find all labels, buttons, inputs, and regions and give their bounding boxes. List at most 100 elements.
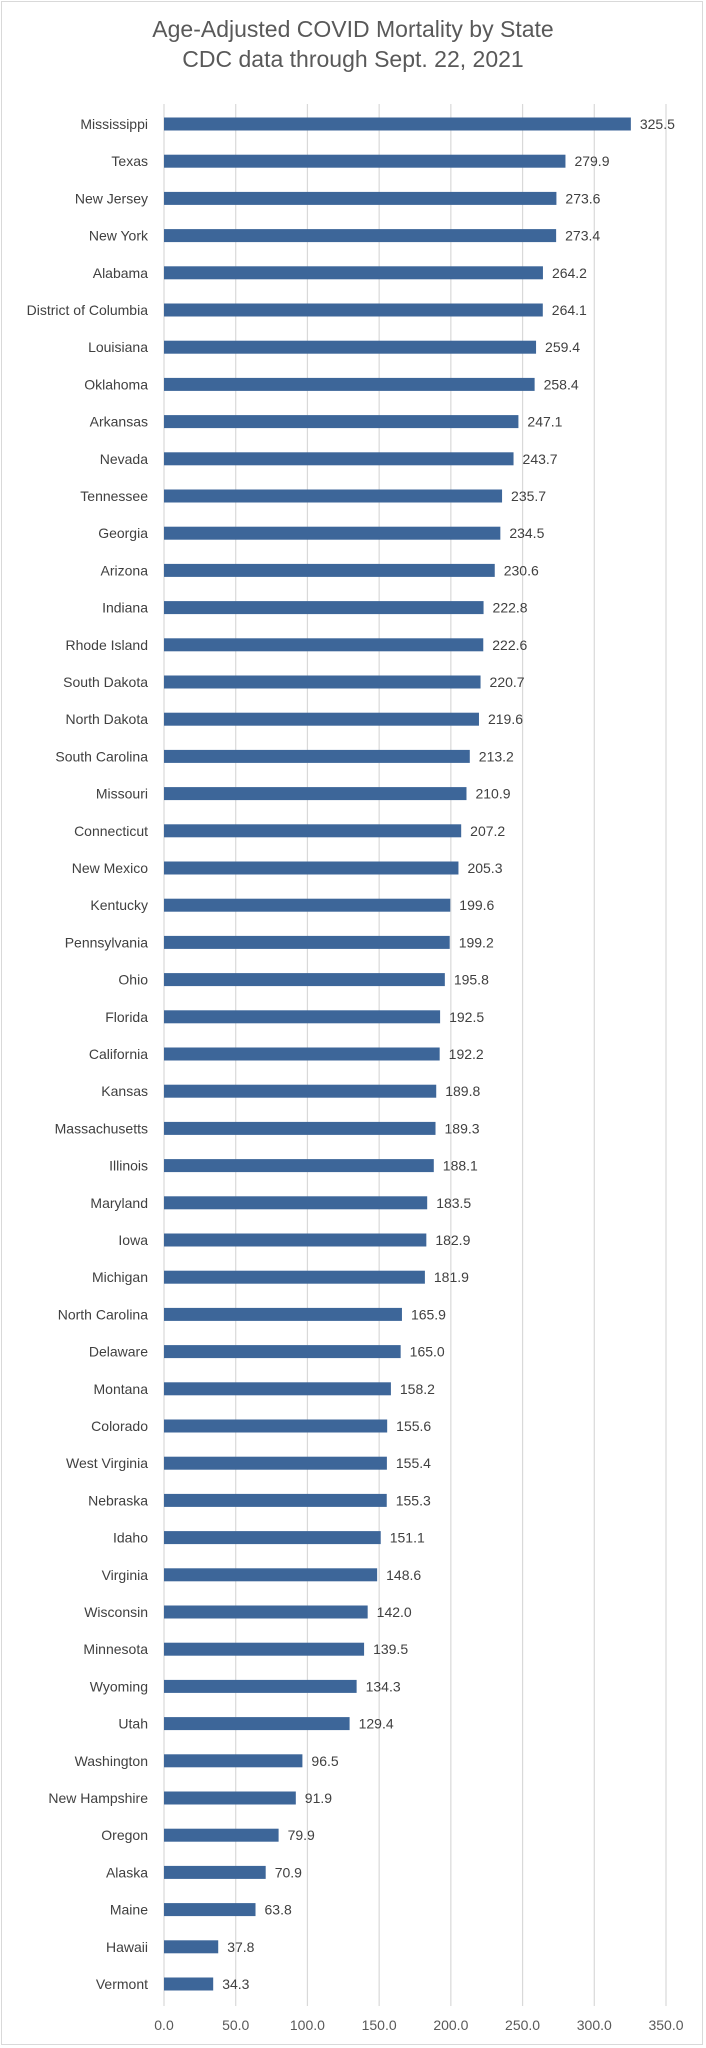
bar xyxy=(164,749,470,763)
data-label: 139.5 xyxy=(373,1641,408,1657)
bar xyxy=(164,712,479,726)
data-label: 192.2 xyxy=(449,1046,484,1062)
data-label: 243.7 xyxy=(523,451,558,467)
category-label: Missouri xyxy=(96,786,148,802)
bar xyxy=(164,1828,279,1842)
bar xyxy=(164,898,451,912)
x-tick-label: 100.0 xyxy=(290,2017,325,2033)
category-label: Colorado xyxy=(91,1418,148,1434)
data-label: 325.5 xyxy=(640,116,675,132)
data-label: 264.2 xyxy=(552,265,587,281)
bar xyxy=(164,452,514,466)
bar xyxy=(164,117,631,131)
bar xyxy=(164,973,445,987)
data-label: 151.1 xyxy=(390,1530,425,1546)
data-label: 195.8 xyxy=(454,972,489,988)
bar xyxy=(164,1605,368,1619)
data-label: 165.0 xyxy=(410,1344,445,1360)
data-label: 155.4 xyxy=(396,1455,431,1471)
bar xyxy=(164,1493,387,1507)
x-tick-label: 300.0 xyxy=(577,2017,612,2033)
data-label: 134.3 xyxy=(366,1678,401,1694)
category-label: North Carolina xyxy=(58,1306,148,1322)
category-label: Kentucky xyxy=(90,897,148,913)
bar xyxy=(164,1159,434,1173)
category-label: Kansas xyxy=(101,1083,148,1099)
data-label: 230.6 xyxy=(504,562,539,578)
category-label: Alaska xyxy=(106,1864,148,1880)
chart-subtitle: CDC data through Sept. 22, 2021 xyxy=(182,46,524,72)
bar xyxy=(164,340,537,354)
category-label: Minnesota xyxy=(83,1641,148,1657)
bar xyxy=(164,415,519,429)
category-label: Virginia xyxy=(102,1567,149,1583)
category-label: Louisiana xyxy=(88,339,148,355)
bar xyxy=(164,1568,378,1582)
data-label: 91.9 xyxy=(305,1790,332,1806)
data-label: 199.6 xyxy=(459,897,494,913)
data-label: 234.5 xyxy=(509,525,544,541)
bar xyxy=(164,526,501,540)
bar xyxy=(164,1679,357,1693)
category-label: Arkansas xyxy=(90,414,148,430)
bar xyxy=(164,1010,441,1024)
bar xyxy=(164,1717,350,1731)
bar xyxy=(164,1977,214,1991)
bar xyxy=(164,1084,437,1098)
bar xyxy=(164,1345,401,1359)
category-label: Washington xyxy=(75,1753,148,1769)
data-label: 220.7 xyxy=(490,674,525,690)
data-label: 182.9 xyxy=(435,1232,470,1248)
bar xyxy=(164,675,481,689)
bar xyxy=(164,1270,425,1284)
category-label: Oklahoma xyxy=(84,376,148,392)
bar xyxy=(164,1642,365,1656)
bar xyxy=(164,861,459,875)
bar xyxy=(164,1791,296,1805)
data-label: 210.9 xyxy=(475,786,510,802)
data-label: 96.5 xyxy=(311,1753,338,1769)
category-label: Tennessee xyxy=(80,488,148,504)
category-label: Delaware xyxy=(89,1344,148,1360)
category-label: Idaho xyxy=(113,1530,148,1546)
category-label: Texas xyxy=(111,153,148,169)
x-tick-label: 350.0 xyxy=(648,2017,683,2033)
category-label: Rhode Island xyxy=(65,637,148,653)
category-label: New Mexico xyxy=(72,860,148,876)
chart-title: Age-Adjusted COVID Mortality by State xyxy=(152,16,554,42)
category-label: Maryland xyxy=(90,1195,148,1211)
data-label: 199.2 xyxy=(459,934,494,950)
category-label: Oregon xyxy=(101,1827,148,1843)
category-label: New Hampshire xyxy=(48,1790,148,1806)
bar xyxy=(164,1419,388,1433)
x-tick-label: 150.0 xyxy=(362,2017,397,2033)
category-label: Nevada xyxy=(100,451,148,467)
chart-title-block: Age-Adjusted COVID Mortality by State CD… xyxy=(0,14,706,74)
bar xyxy=(164,489,503,503)
category-label: Mississippi xyxy=(80,116,148,132)
data-label: 155.3 xyxy=(396,1492,431,1508)
category-label: Massachusetts xyxy=(55,1120,148,1136)
bar xyxy=(164,1196,428,1210)
bar xyxy=(164,154,566,168)
category-label: Wyoming xyxy=(90,1678,148,1694)
data-label: 192.5 xyxy=(449,1009,484,1025)
bar xyxy=(164,1382,391,1396)
bar xyxy=(164,303,543,317)
bar xyxy=(164,1456,387,1470)
data-label: 155.6 xyxy=(396,1418,431,1434)
bar xyxy=(164,1531,381,1545)
data-label: 264.1 xyxy=(552,302,587,318)
data-label: 235.7 xyxy=(511,488,546,504)
category-label: California xyxy=(89,1046,148,1062)
bar xyxy=(164,638,484,652)
category-label: Utah xyxy=(118,1716,148,1732)
category-label: Maine xyxy=(110,1902,148,1918)
data-label: 259.4 xyxy=(545,339,580,355)
data-label: 70.9 xyxy=(275,1864,302,1880)
data-label: 247.1 xyxy=(527,414,562,430)
data-label: 273.4 xyxy=(565,228,600,244)
category-label: Vermont xyxy=(96,1976,148,1992)
x-tick-label: 50.0 xyxy=(222,2017,249,2033)
data-label: 222.8 xyxy=(493,600,528,616)
